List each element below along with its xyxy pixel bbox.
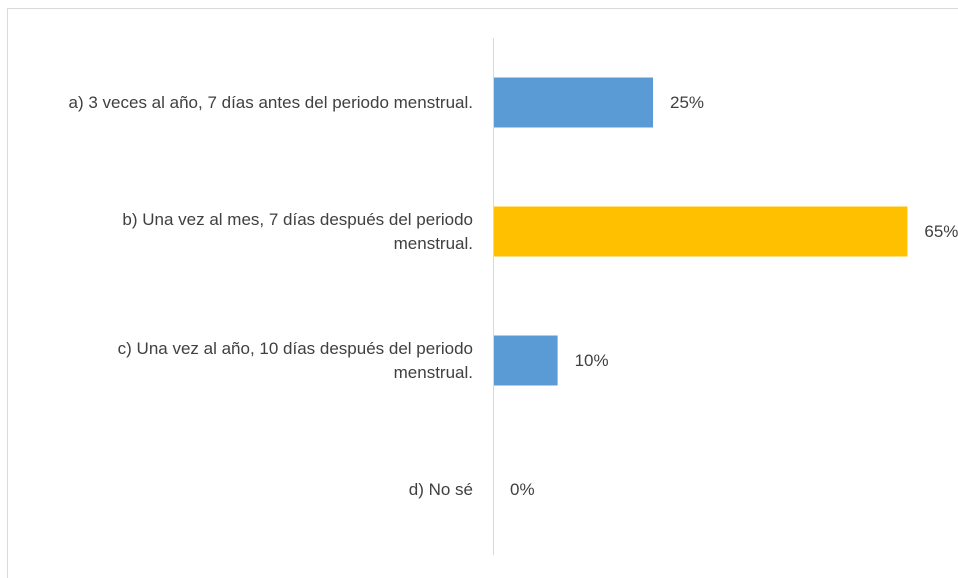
category-label: b) Una vez al mes, 7 días después del pe… bbox=[122, 209, 473, 253]
value-label: 10% bbox=[575, 351, 609, 370]
category-label: d) No sé bbox=[408, 479, 473, 499]
value-label: 0% bbox=[510, 480, 535, 499]
bar bbox=[494, 77, 653, 128]
value-label: 65% bbox=[924, 222, 958, 241]
frame bbox=[7, 8, 958, 578]
category-label: c) Una vez al año, 10 días después del p… bbox=[117, 338, 473, 382]
bar bbox=[494, 335, 558, 386]
category-label: a) 3 veces al año, 7 días antes del peri… bbox=[68, 92, 473, 112]
value-label: 25% bbox=[670, 93, 704, 112]
bar bbox=[494, 206, 908, 257]
